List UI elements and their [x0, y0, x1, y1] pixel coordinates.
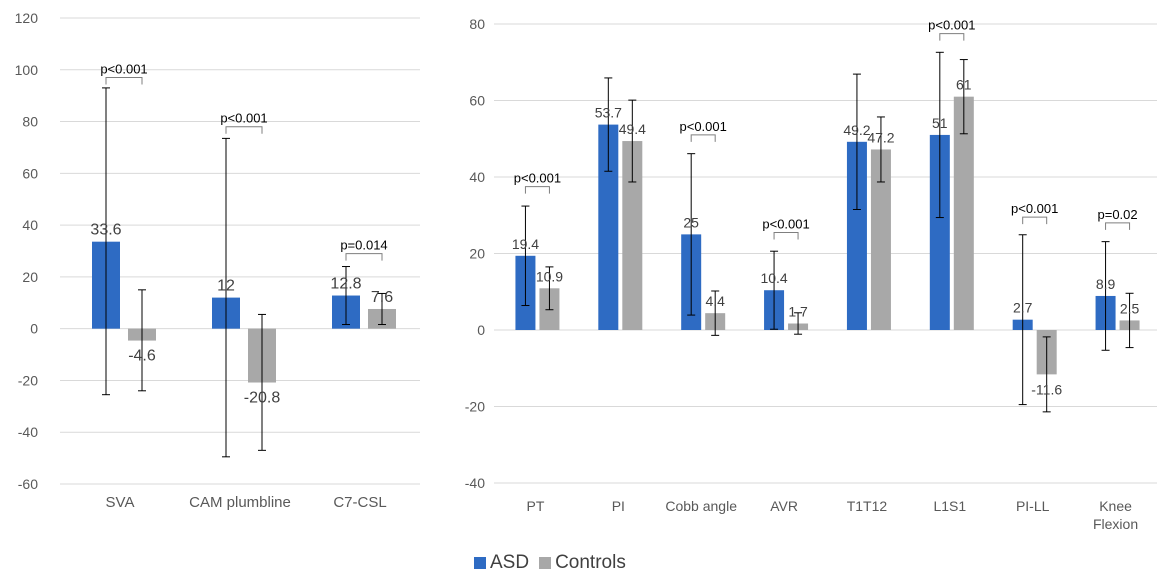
c2-bar-controls [870, 149, 891, 330]
c2-p-value-label: p<0.001 [928, 18, 975, 33]
c1-data-label: -20.8 [244, 390, 281, 407]
c2-bar-asd [598, 124, 619, 330]
c1-y-tick-label: -60 [18, 476, 38, 492]
c2-p-value-label: p<0.001 [1011, 201, 1058, 216]
c2-data-label: 2.5 [1120, 300, 1140, 316]
c2-data-label: 19.4 [512, 236, 539, 252]
c1-significance-bracket [345, 253, 383, 261]
c1-p-value-label: p<0.001 [220, 111, 267, 126]
c2-y-tick-label: 40 [469, 169, 485, 185]
c2-x-category-label: Knee Flexion [1093, 498, 1138, 532]
c2-x-category-label: AVR [770, 498, 798, 514]
c2-data-label: 47.2 [867, 129, 894, 145]
c2-data-label: 1.7 [788, 303, 808, 319]
c2-x-category-label: PI [612, 498, 625, 514]
c2-significance-bracket [524, 186, 550, 194]
c2-p-value-label: p<0.001 [514, 171, 561, 186]
c2-y-tick-label: 0 [477, 322, 485, 338]
c2-x-category-label: Cobb angle [665, 498, 737, 514]
c2-p-value-label: p<0.001 [680, 119, 727, 134]
c1-y-tick-label: 20 [22, 269, 38, 285]
c2-significance-bracket [690, 134, 716, 142]
legend-label-asd: ASD [490, 552, 530, 573]
c1-data-label: 33.6 [90, 222, 121, 239]
c2-bar-controls [622, 141, 643, 330]
c1-data-label: 12 [217, 278, 235, 295]
c2-data-label: -11.6 [1031, 381, 1062, 397]
legend-label-controls: Controls [555, 552, 626, 573]
c2-data-label: 61 [956, 77, 972, 93]
c1-data-label: 12.8 [330, 276, 361, 293]
c2-x-category-label: PI-LL [1016, 498, 1050, 514]
c1-y-tick-label: -20 [18, 372, 38, 388]
c1-significance-bracket [225, 126, 263, 134]
c2-data-label: 53.7 [595, 105, 622, 121]
c2-y-tick-label: -40 [465, 475, 485, 491]
legend-swatch-asd [474, 557, 486, 569]
c2-data-label: 10.4 [760, 270, 787, 286]
c1-significance-bracket [105, 77, 143, 85]
c2-bar-asd [929, 134, 950, 330]
c2-y-tick-label: 20 [469, 246, 485, 262]
c1-y-tick-label: -40 [18, 424, 38, 440]
c2-y-tick-label: 80 [469, 16, 485, 32]
c2-p-value-label: p<0.001 [762, 216, 809, 231]
legend-item-controls: Controls [539, 552, 626, 574]
c1-y-tick-label: 60 [22, 165, 38, 181]
legend: ASD Controls [474, 552, 626, 574]
c2-data-label: 49.2 [843, 122, 870, 138]
c2-significance-bracket [1105, 222, 1131, 230]
c1-y-tick-label: 40 [22, 217, 38, 233]
c2-bar-controls [953, 96, 974, 330]
c2-x-category-label: PT [526, 498, 544, 514]
c2-y-tick-label: -20 [465, 399, 485, 415]
c2-y-tick-label: 60 [469, 93, 485, 109]
c2-significance-bracket [939, 33, 965, 41]
c1-y-tick-label: 80 [22, 114, 38, 130]
c1-data-label: -4.6 [128, 348, 156, 365]
c1-x-category-label: CAM plumbline [189, 494, 291, 511]
c2-data-label: 25 [683, 214, 699, 230]
c2-significance-bracket [773, 231, 799, 240]
c2-data-label: 10.9 [536, 268, 563, 284]
c2-data-label: 2.7 [1013, 300, 1033, 316]
c1-p-value-label: p<0.001 [100, 62, 147, 77]
c1-y-tick-label: 100 [15, 62, 39, 78]
c2-x-category-label: L1S1 [933, 498, 966, 514]
legend-swatch-controls [539, 557, 552, 569]
c2-data-label: 4.4 [705, 293, 725, 309]
c2-data-label: 8.9 [1096, 276, 1116, 292]
c2-p-value-label: p=0.02 [1098, 207, 1138, 222]
c2-x-category-label: T1T12 [847, 498, 888, 514]
c2-data-label: 49.4 [619, 121, 646, 137]
c1-data-label: 7.6 [371, 289, 393, 306]
c1-p-value-label: p=0.014 [340, 238, 387, 253]
c1-y-tick-label: 120 [15, 10, 39, 26]
c2-significance-bracket [1022, 216, 1048, 225]
c2-bar-asd [846, 141, 867, 330]
c1-x-category-label: C7-CSL [333, 494, 386, 511]
c1-x-category-label: SVA [106, 494, 135, 511]
c1-y-tick-label: 0 [30, 321, 38, 337]
legend-item-asd: ASD [474, 552, 529, 574]
c2-data-label: 51 [932, 115, 948, 131]
